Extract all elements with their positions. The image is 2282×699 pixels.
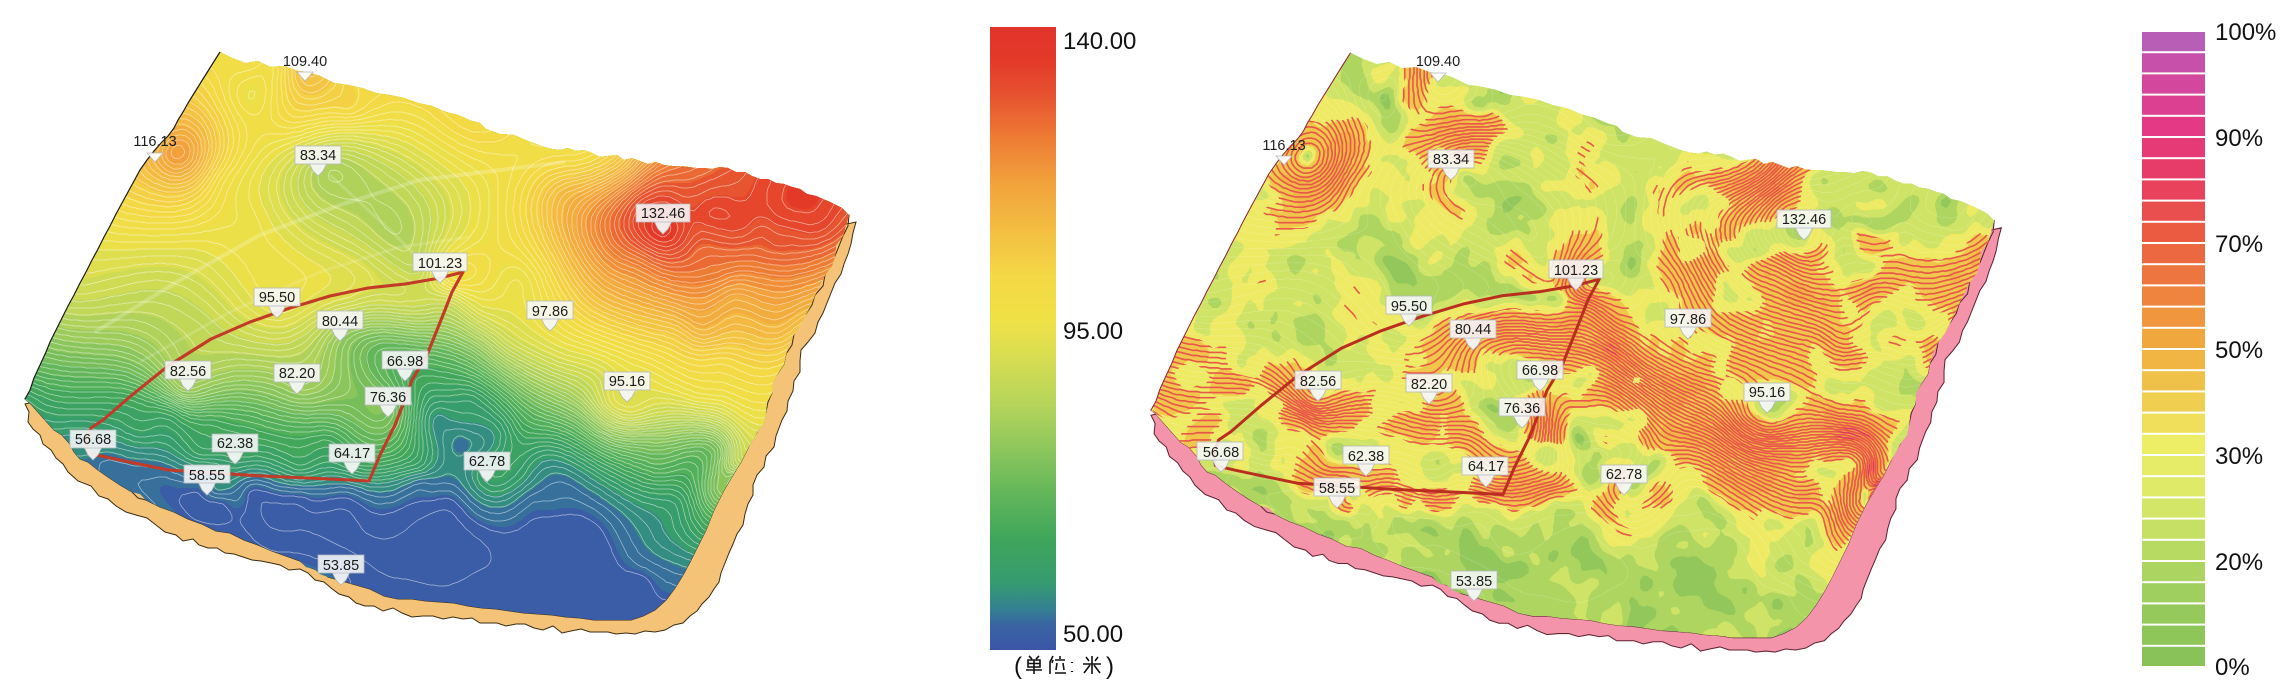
- svg-text:83.34: 83.34: [300, 148, 336, 164]
- svg-text:58.55: 58.55: [1319, 481, 1355, 497]
- svg-text:82.20: 82.20: [1411, 377, 1447, 393]
- svg-text:97.86: 97.86: [532, 304, 568, 320]
- svg-text:53.85: 53.85: [323, 558, 359, 574]
- svg-text:109.40: 109.40: [1416, 54, 1460, 70]
- svg-text:132.46: 132.46: [1782, 212, 1826, 228]
- svg-text:95.16: 95.16: [1749, 385, 1785, 401]
- svg-text:76.36: 76.36: [1504, 401, 1540, 417]
- svg-text:58.55: 58.55: [189, 468, 225, 484]
- svg-text:132.46: 132.46: [641, 206, 685, 222]
- svg-text:95.00: 95.00: [1063, 318, 1123, 345]
- svg-text:101.23: 101.23: [1554, 263, 1598, 279]
- svg-text:83.34: 83.34: [1433, 152, 1469, 168]
- svg-text:97.86: 97.86: [1670, 312, 1706, 328]
- svg-text:116.13: 116.13: [1262, 138, 1305, 154]
- svg-text:76.36: 76.36: [370, 390, 406, 406]
- svg-text:62.78: 62.78: [1606, 467, 1642, 483]
- svg-text:20%: 20%: [2215, 549, 2263, 576]
- svg-text:62.78: 62.78: [469, 454, 505, 470]
- svg-text:82.20: 82.20: [279, 366, 315, 382]
- svg-text:109.40: 109.40: [283, 54, 327, 70]
- svg-text:62.38: 62.38: [217, 436, 253, 452]
- svg-text:90%: 90%: [2215, 125, 2263, 152]
- svg-text:70%: 70%: [2215, 231, 2263, 258]
- svg-text:80.44: 80.44: [1455, 322, 1491, 338]
- svg-text:95.50: 95.50: [1391, 299, 1427, 315]
- svg-text:82.56: 82.56: [170, 364, 206, 380]
- svg-text:64.17: 64.17: [1468, 459, 1504, 475]
- svg-text:50.00: 50.00: [1063, 621, 1123, 648]
- svg-text:30%: 30%: [2215, 443, 2263, 470]
- svg-text:140.00: 140.00: [1063, 28, 1136, 55]
- svg-text:95.16: 95.16: [609, 374, 645, 390]
- svg-text:56.68: 56.68: [1203, 445, 1239, 461]
- svg-text:116.13: 116.13: [133, 134, 176, 150]
- svg-text:101.23: 101.23: [418, 256, 462, 272]
- svg-text:64.17: 64.17: [334, 446, 370, 462]
- svg-text:80.44: 80.44: [322, 314, 358, 330]
- svg-text:66.98: 66.98: [387, 354, 423, 370]
- svg-text:82.56: 82.56: [1300, 374, 1336, 390]
- svg-text:0%: 0%: [2215, 654, 2250, 681]
- svg-text:95.50: 95.50: [259, 290, 295, 306]
- svg-text:62.38: 62.38: [1348, 449, 1384, 465]
- svg-text:66.98: 66.98: [1522, 363, 1558, 379]
- svg-text:): ): [1106, 653, 1114, 680]
- svg-text:56.68: 56.68: [75, 432, 111, 448]
- svg-text:53.85: 53.85: [1456, 574, 1492, 590]
- svg-text:50%: 50%: [2215, 337, 2263, 364]
- svg-text:(: (: [1014, 653, 1022, 680]
- svg-text:100%: 100%: [2215, 19, 2276, 46]
